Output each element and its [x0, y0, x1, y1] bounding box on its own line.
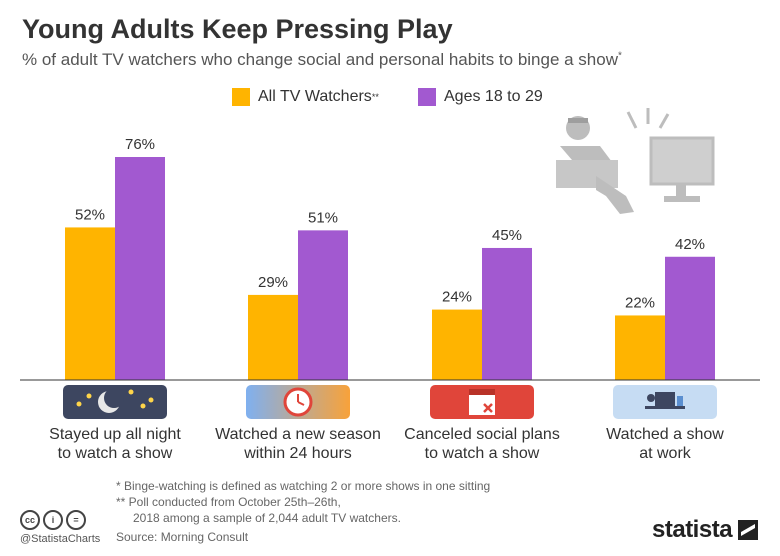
brand-name: statista	[652, 516, 733, 543]
data-label-ages-18-to-29-4: 42%	[675, 236, 705, 253]
statista-logo: statista	[652, 516, 759, 544]
footnote-1: * Binge-watching is defined as watching …	[116, 479, 491, 493]
license-icons: cc i =	[20, 510, 86, 530]
category-label-3: Canceled social plans to watch a show	[392, 425, 572, 463]
legend-label-all-tv-watchers: All TV Watchers	[258, 88, 372, 105]
bar-ages-18-to-29-2	[298, 230, 348, 380]
chart-subtitle: % of adult TV watchers who change social…	[22, 50, 622, 70]
data-label-all-tv-watchers-4: 22%	[625, 294, 655, 311]
office-desk-icon	[613, 385, 717, 419]
twitter-handle: @StatistaCharts	[20, 533, 101, 545]
legend-label-ages-18-29: Ages 18 to 29	[444, 88, 543, 105]
attribution-icon: i	[43, 510, 63, 530]
data-label-all-tv-watchers-2: 29%	[258, 274, 288, 291]
footnotes: * Binge-watching is defined as watching …	[116, 478, 490, 526]
category-label-4: Watched a show at work	[575, 425, 755, 463]
bar-all-tv-watchers-4	[615, 315, 665, 380]
bar-all-tv-watchers-1	[65, 227, 115, 380]
legend-item-all-tv-watchers: All TV Watchers **	[232, 88, 379, 106]
legend-item-ages-18-29: Ages 18 to 29	[418, 88, 543, 106]
data-label-ages-18-to-29-3: 45%	[492, 227, 522, 244]
legend-footnote-mark: **	[371, 92, 379, 102]
night-sky-icon	[63, 385, 167, 419]
legend-swatch-all-tv-watchers	[232, 88, 250, 106]
creative-commons-icon: cc	[20, 510, 40, 530]
source: Source: Morning Consult	[116, 530, 249, 544]
no-derivatives-icon: =	[66, 510, 86, 530]
bar-all-tv-watchers-3	[432, 309, 482, 380]
category-label-4-line-2: at work	[639, 445, 691, 462]
data-label-ages-18-to-29-1: 76%	[125, 136, 155, 153]
category-label-3-line-1: Canceled social plans	[404, 426, 560, 443]
footnote-3: 2018 among a sample of 2,044 adult TV wa…	[133, 511, 401, 525]
clock-icon	[246, 385, 350, 419]
category-label-2: Watched a new season within 24 hours	[208, 425, 388, 463]
category-label-2-line-2: within 24 hours	[244, 445, 352, 462]
data-label-all-tv-watchers-3: 24%	[442, 289, 472, 306]
bar-ages-18-to-29-3	[482, 247, 532, 380]
data-label-all-tv-watchers-1: 52%	[75, 206, 105, 223]
category-label-2-line-1: Watched a new season	[215, 426, 381, 443]
category-label-1-line-2: to watch a show	[57, 445, 173, 462]
subtitle-footnote-mark: *	[618, 50, 622, 62]
category-label-3-line-2: to watch a show	[424, 445, 540, 462]
bar-chart: 52% 76% 29% 51% 24% 45% 22% 42%	[20, 108, 760, 419]
category-label-1: Stayed up all night to watch a show	[25, 425, 205, 463]
legend: All TV Watchers ** Ages 18 to 29	[0, 88, 780, 112]
bar-ages-18-to-29-4	[665, 256, 715, 380]
subtitle-text: % of adult TV watchers who change social…	[22, 50, 618, 69]
calendar-cancel-icon	[430, 385, 534, 419]
bar-ages-18-to-29-1	[115, 157, 165, 380]
chart-title: Young Adults Keep Pressing Play	[22, 14, 453, 44]
bar-all-tv-watchers-2	[248, 294, 298, 380]
data-label-ages-18-to-29-2: 51%	[308, 209, 338, 226]
category-label-1-line-1: Stayed up all night	[49, 426, 181, 443]
footnote-2: ** Poll conducted from October 25th–26th…	[116, 495, 341, 509]
statista-mark-icon	[738, 520, 759, 540]
legend-swatch-ages-18-29	[418, 88, 436, 106]
category-label-4-line-1: Watched a show	[606, 426, 724, 443]
binge-watcher-illustration-icon	[556, 108, 715, 214]
